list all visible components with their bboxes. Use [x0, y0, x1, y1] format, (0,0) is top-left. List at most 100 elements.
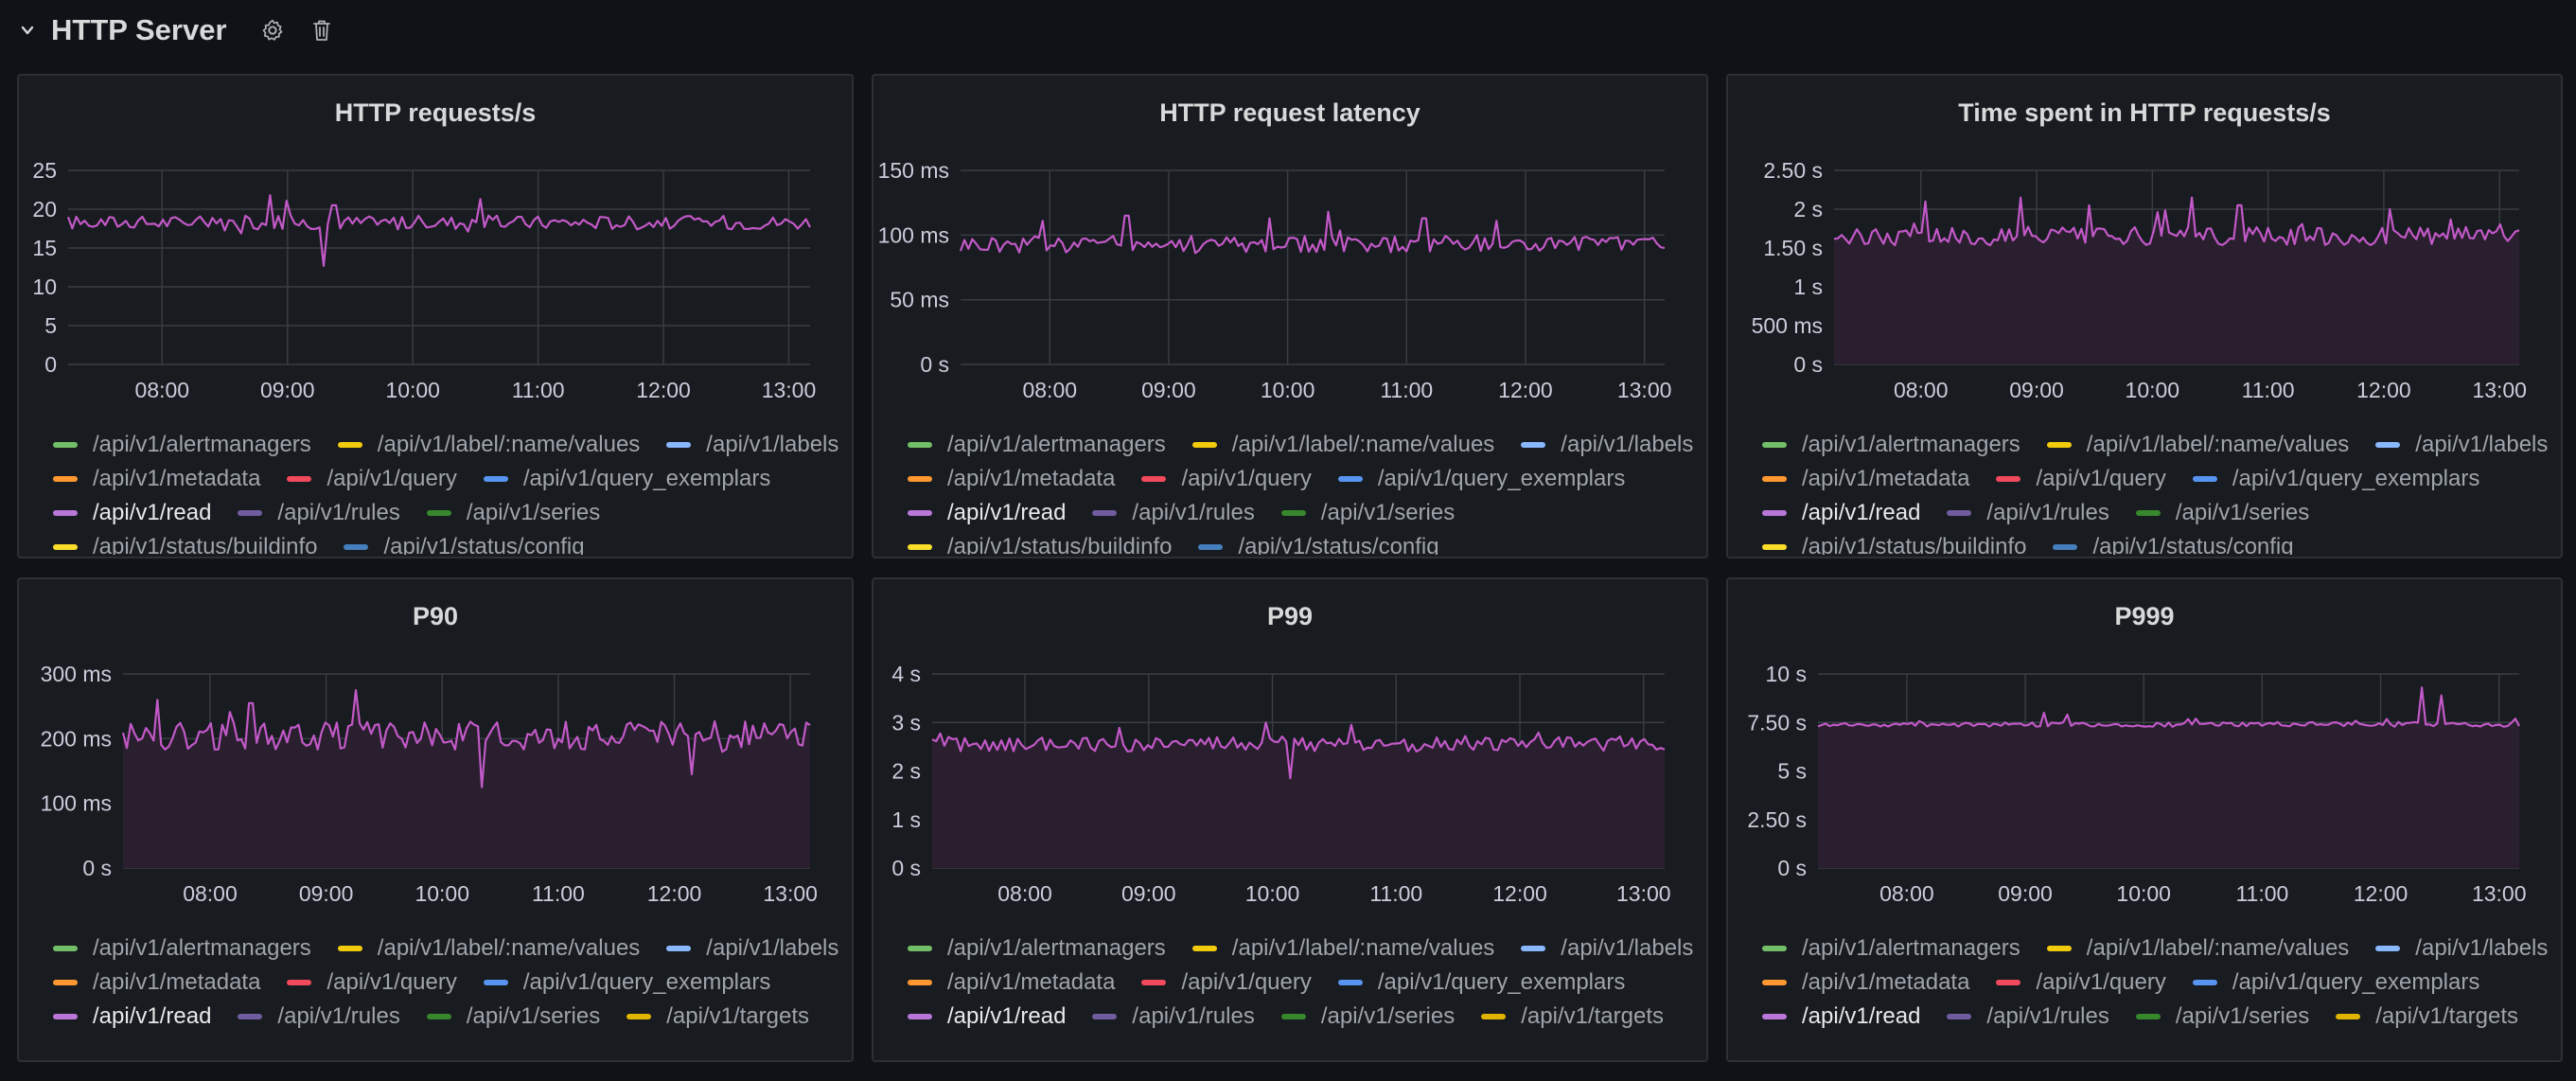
legend-item[interactable]: /api/v1/label/:name/values — [2046, 428, 2349, 462]
panel-title[interactable]: HTTP requests/s — [334, 98, 537, 127]
legend-item[interactable]: /api/v1/read — [1762, 1000, 1920, 1034]
legend-item[interactable]: /api/v1/metadata — [1762, 966, 1969, 1000]
legend-item[interactable]: /api/v1/label/:name/values — [1191, 428, 1494, 462]
series-line-api-v1-read[interactable] — [931, 721, 1666, 780]
x-tick-label: 12:00 — [2356, 378, 2411, 402]
chevron-down-icon[interactable] — [17, 20, 38, 41]
panel-http-request-latency: HTTP request latency 0 s 50 ms 100 ms 150 m… — [872, 74, 1708, 558]
legend-item[interactable]: /api/v1/read — [908, 496, 1066, 530]
legend-item[interactable]: /api/v1/labels — [1521, 931, 1693, 966]
row-title[interactable]: HTTP Server — [51, 13, 227, 46]
legend-item[interactable]: /api/v1/status/config — [1198, 530, 1439, 555]
legend-item[interactable]: /api/v1/rules — [1947, 1000, 2109, 1034]
legend-item[interactable]: /api/v1/query_exemplars — [483, 966, 770, 1000]
series-line-api-v1-read[interactable] — [121, 689, 811, 789]
legend-item[interactable]: /api/v1/label/:name/values — [337, 931, 640, 966]
legend-label: /api/v1/alertmanagers — [1802, 935, 2020, 961]
legend-item[interactable]: /api/v1/labels — [1521, 428, 1693, 462]
panel-title[interactable]: Time spent in HTTP requests/s — [1958, 98, 2331, 127]
legend-item[interactable]: /api/v1/metadata — [908, 966, 1115, 1000]
legend-item[interactable]: /api/v1/status/buildinfo — [908, 530, 1172, 555]
legend-item[interactable]: /api/v1/rules — [1092, 496, 1255, 530]
legend-item[interactable]: /api/v1/query_exemplars — [483, 462, 770, 496]
legend: /api/v1/alertmanagers/api/v1/label/:name… — [908, 428, 1697, 555]
series-line-api-v1-read[interactable] — [959, 210, 1666, 255]
legend-item[interactable]: /api/v1/labels — [666, 428, 838, 462]
legend-item[interactable]: /api/v1/query — [1141, 462, 1312, 496]
legend-item[interactable]: /api/v1/status/config — [344, 530, 585, 555]
legend-item[interactable]: /api/v1/alertmanagers — [1762, 931, 2020, 966]
legend-item[interactable]: /api/v1/query_exemplars — [1337, 462, 1625, 496]
legend-label: /api/v1/alertmanagers — [1802, 432, 2020, 457]
legend-item[interactable]: /api/v1/label/:name/values — [1191, 931, 1494, 966]
legend-item[interactable]: /api/v1/alertmanagers — [908, 931, 1166, 966]
legend-item[interactable]: /api/v1/query — [287, 966, 457, 1000]
trash-icon[interactable] — [307, 15, 337, 45]
legend-color-swatch — [2135, 510, 2161, 516]
legend-item[interactable]: /api/v1/rules — [238, 1000, 400, 1034]
legend-item[interactable]: /api/v1/status/buildinfo — [1762, 530, 2026, 555]
x-tick-label: 10:00 — [1261, 378, 1315, 402]
legend-item[interactable]: /api/v1/metadata — [908, 462, 1115, 496]
legend-item[interactable]: /api/v1/query — [1996, 966, 2166, 1000]
legend-color-swatch — [1762, 510, 1787, 516]
legend-item[interactable]: /api/v1/label/:name/values — [2046, 931, 2349, 966]
legend-item[interactable]: /api/v1/read — [53, 496, 211, 530]
legend-item[interactable]: /api/v1/read — [1762, 496, 1920, 530]
y-tick-label: 2.50 s — [1763, 158, 1823, 183]
legend-item[interactable]: /api/v1/series — [1280, 1000, 1455, 1034]
legend-item[interactable]: /api/v1/alertmanagers — [53, 428, 311, 462]
legend-item[interactable]: /api/v1/query_exemplars — [1337, 966, 1625, 1000]
legend-item[interactable]: /api/v1/status/config — [2053, 530, 2294, 555]
legend-item[interactable]: /api/v1/label/:name/values — [337, 428, 640, 462]
x-tick-label: 10:00 — [2116, 881, 2171, 906]
legend-color-swatch — [1996, 980, 2021, 985]
series-line-api-v1-read[interactable] — [66, 194, 811, 267]
legend-item[interactable]: /api/v1/series — [2135, 496, 2309, 530]
series-line-api-v1-read[interactable] — [1817, 686, 2520, 728]
series-line-api-v1-read[interactable] — [1833, 196, 2520, 247]
legend-item[interactable]: /api/v1/series — [426, 1000, 600, 1034]
legend-item[interactable]: /api/v1/rules — [1947, 496, 2109, 530]
legend-label: /api/v1/alertmanagers — [947, 935, 1166, 961]
legend-item[interactable]: /api/v1/labels — [2375, 428, 2548, 462]
legend-color-swatch — [53, 476, 78, 482]
y-tick-label: 10 — [32, 275, 57, 299]
panel-title[interactable]: P90 — [412, 602, 459, 630]
legend-item[interactable]: /api/v1/series — [426, 496, 600, 530]
legend-item[interactable]: /api/v1/query — [287, 462, 457, 496]
x-tick-label: 12:00 — [2354, 881, 2408, 906]
legend: /api/v1/alertmanagers/api/v1/label/:name… — [1762, 428, 2551, 555]
y-tick-label: 5 — [44, 313, 57, 338]
legend-item[interactable]: /api/v1/read — [908, 1000, 1066, 1034]
legend-item[interactable]: /api/v1/labels — [666, 931, 838, 966]
legend-item[interactable]: /api/v1/metadata — [1762, 462, 1969, 496]
legend-item[interactable]: /api/v1/alertmanagers — [53, 931, 311, 966]
legend-item[interactable]: /api/v1/targets — [1481, 1000, 1664, 1034]
legend-item[interactable]: /api/v1/query_exemplars — [2192, 462, 2479, 496]
legend-item[interactable]: /api/v1/labels — [2375, 931, 2548, 966]
legend-label: /api/v1/status/config — [1238, 534, 1439, 555]
gear-icon[interactable] — [257, 15, 288, 45]
panel-title[interactable]: P99 — [1266, 602, 1314, 630]
legend-color-swatch — [2375, 946, 2401, 951]
legend-item[interactable]: /api/v1/alertmanagers — [1762, 428, 2020, 462]
legend-item[interactable]: /api/v1/query — [1996, 462, 2166, 496]
legend-item[interactable]: /api/v1/status/buildinfo — [53, 530, 317, 555]
legend-item[interactable]: /api/v1/alertmanagers — [908, 428, 1166, 462]
legend-item[interactable]: /api/v1/targets — [626, 1000, 809, 1034]
series-area — [932, 722, 1665, 868]
legend-item[interactable]: /api/v1/series — [1280, 496, 1455, 530]
legend-item[interactable]: /api/v1/read — [53, 1000, 211, 1034]
legend-item[interactable]: /api/v1/metadata — [53, 462, 260, 496]
legend-item[interactable]: /api/v1/rules — [238, 496, 400, 530]
legend-item[interactable]: /api/v1/query — [1141, 966, 1312, 1000]
legend-item[interactable]: /api/v1/series — [2135, 1000, 2309, 1034]
legend-item[interactable]: /api/v1/targets — [2336, 1000, 2518, 1034]
panel-title[interactable]: HTTP request latency — [1159, 98, 1420, 127]
legend-item[interactable]: /api/v1/query_exemplars — [2192, 966, 2479, 1000]
panel-title[interactable]: P999 — [2114, 602, 2175, 630]
legend-item[interactable]: /api/v1/metadata — [53, 966, 260, 1000]
legend-item[interactable]: /api/v1/rules — [1092, 1000, 1255, 1034]
legend-color-swatch — [2053, 544, 2078, 550]
